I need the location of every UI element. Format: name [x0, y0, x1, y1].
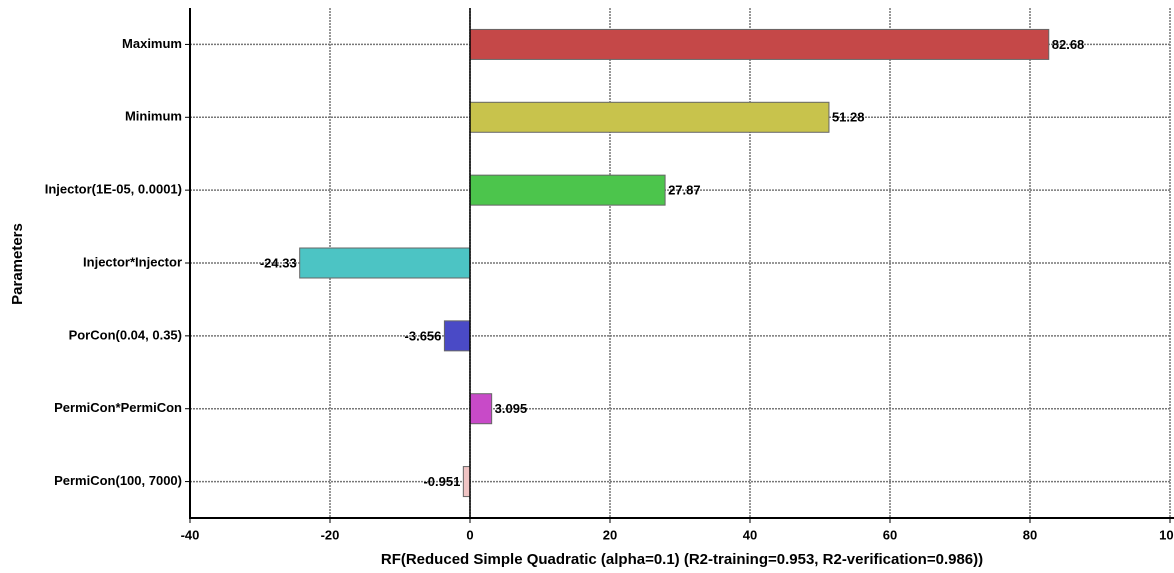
data-label: 27.87 — [668, 183, 701, 198]
bar — [469, 28, 1050, 60]
bar — [299, 247, 471, 279]
data-label: -24.33 — [260, 255, 297, 270]
data-label: 82.68 — [1052, 37, 1085, 52]
y-tick-label: Injector*Injector — [83, 254, 182, 269]
bar — [469, 393, 493, 425]
y-axis-title: Parameters — [9, 223, 26, 305]
bar — [443, 320, 471, 352]
y-tick-label: Injector(1E-05, 0.0001) — [45, 182, 182, 197]
data-label: -0.951 — [423, 474, 460, 489]
data-label: 51.28 — [832, 110, 865, 125]
data-label: 3.095 — [495, 401, 528, 416]
bar — [462, 466, 471, 498]
x-tick-label: 80 — [1023, 527, 1037, 542]
y-tick-label: PermiCon*PermiCon — [54, 400, 182, 415]
x-tick-label: 20 — [603, 527, 617, 542]
x-tick-label: 60 — [883, 527, 897, 542]
y-tick-label: Maximum — [122, 36, 182, 51]
bar — [469, 101, 830, 133]
x-tick-label: 40 — [743, 527, 757, 542]
x-tick-label: 100 — [1159, 527, 1174, 542]
y-tick-label: Minimum — [125, 109, 182, 124]
data-label: -3.656 — [405, 328, 442, 343]
x-tick-label: -40 — [181, 527, 200, 542]
y-tick-label: PorCon(0.04, 0.35) — [69, 327, 182, 342]
x-tick-label: -20 — [321, 527, 340, 542]
bar — [469, 174, 666, 206]
x-axis-title: RF(Reduced Simple Quadratic (alpha=0.1) … — [381, 551, 983, 568]
x-tick-label: 0 — [466, 527, 473, 542]
plot-frame — [189, 8, 1174, 519]
y-tick-label: PermiCon(100, 7000) — [54, 473, 182, 488]
